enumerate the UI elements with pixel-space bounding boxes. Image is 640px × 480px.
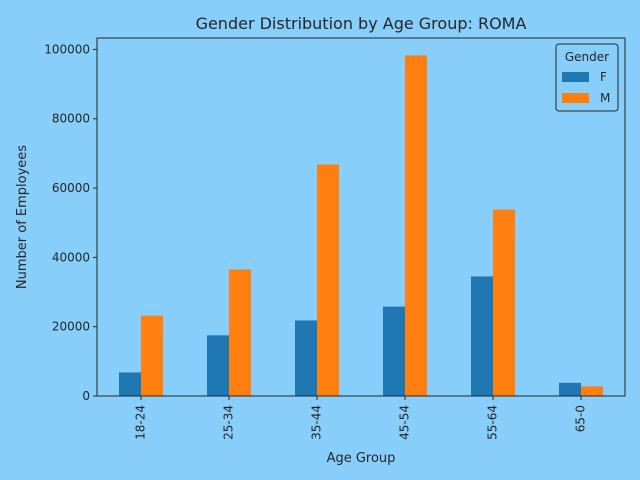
bar-M-55-64 xyxy=(493,209,515,396)
x-tick-label: 45-54 xyxy=(398,405,412,440)
bar-F-35-44 xyxy=(295,320,317,396)
legend: Gender FM xyxy=(555,43,619,112)
x-tick-label: 55-64 xyxy=(486,405,500,440)
y-tick-label: 0 xyxy=(82,389,90,403)
bar-F-18-24 xyxy=(119,372,141,396)
y-tick-label: 40000 xyxy=(52,250,90,264)
y-tick-label: 100000 xyxy=(44,42,90,56)
y-axis-label: Number of Employees xyxy=(15,145,30,289)
x-tick-label: 65-0 xyxy=(574,405,588,432)
bars-group xyxy=(119,55,603,396)
bar-F-65-0 xyxy=(559,382,581,396)
y-axis: 0 20000 40000 60000 80000 100000 xyxy=(44,42,97,403)
plot-area-frame xyxy=(96,37,626,397)
bar-M-65-0 xyxy=(581,386,603,396)
x-tick-label: 35-44 xyxy=(310,405,324,440)
legend-title: Gender xyxy=(565,50,609,64)
chart-title: Gender Distribution by Age Group: ROMA xyxy=(196,14,527,33)
x-axis-label: Age Group xyxy=(327,451,396,466)
bar-M-25-34 xyxy=(229,269,251,396)
legend-swatch-F xyxy=(562,72,589,82)
bar-M-35-44 xyxy=(317,164,339,396)
y-tick-label: 60000 xyxy=(52,181,90,195)
bar-F-25-34 xyxy=(207,335,229,396)
y-tick-label: 20000 xyxy=(52,320,90,334)
x-tick-label: 18-24 xyxy=(134,405,148,440)
bar-M-45-54 xyxy=(405,55,427,396)
bar-F-45-54 xyxy=(383,306,405,396)
legend-swatch-M xyxy=(562,93,589,103)
y-tick-label: 80000 xyxy=(52,112,90,126)
legend-entry-F: F xyxy=(600,70,607,84)
x-tick-label: 25-34 xyxy=(222,405,236,440)
x-axis: 18-24 25-34 35-44 45-54 55-64 65-0 xyxy=(134,396,588,440)
bar-M-18-24 xyxy=(141,315,163,396)
legend-entry-M: M xyxy=(600,91,610,105)
bar-F-55-64 xyxy=(471,276,493,396)
